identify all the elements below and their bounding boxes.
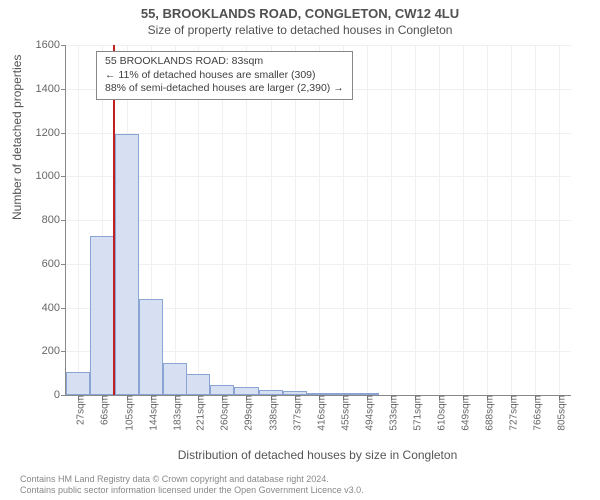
y-tick-label: 600 bbox=[42, 258, 66, 270]
x-tick-label: 338sqm bbox=[262, 395, 279, 431]
histogram-bar bbox=[115, 134, 139, 395]
x-tick-label: 455sqm bbox=[334, 395, 351, 431]
histogram-bar bbox=[66, 372, 90, 395]
x-tick-label: 766sqm bbox=[527, 395, 544, 431]
gridline-v bbox=[535, 45, 536, 395]
y-axis-label: Number of detached properties bbox=[10, 55, 24, 220]
x-axis-label: Distribution of detached houses by size … bbox=[65, 448, 570, 462]
x-tick-label: 727sqm bbox=[503, 395, 520, 431]
gridline-v bbox=[78, 45, 79, 395]
gridline-v bbox=[439, 45, 440, 395]
x-tick-label: 416sqm bbox=[310, 395, 327, 431]
histogram-bar bbox=[163, 363, 187, 395]
x-tick-label: 260sqm bbox=[214, 395, 231, 431]
histogram-bar bbox=[331, 393, 355, 395]
annotation-box: 55 BROOKLANDS ROAD: 83sqm ← 11% of detac… bbox=[96, 51, 353, 100]
x-tick-label: 299sqm bbox=[238, 395, 255, 431]
histogram-bar bbox=[259, 390, 283, 395]
gridline-v bbox=[463, 45, 464, 395]
x-tick-label: 805sqm bbox=[551, 395, 568, 431]
histogram-bar bbox=[355, 393, 379, 395]
annotation-line: ← 11% of detached houses are smaller (30… bbox=[105, 69, 344, 83]
histogram-bar bbox=[139, 299, 163, 395]
histogram-bar bbox=[90, 236, 114, 395]
footer-line: Contains HM Land Registry data © Crown c… bbox=[20, 474, 580, 485]
histogram-bar bbox=[234, 387, 258, 395]
chart-container: 55, BROOKLANDS ROAD, CONGLETON, CW12 4LU… bbox=[0, 0, 600, 500]
gridline-v bbox=[511, 45, 512, 395]
x-tick-label: 377sqm bbox=[286, 395, 303, 431]
y-tick-label: 1000 bbox=[36, 170, 66, 182]
gridline-v bbox=[487, 45, 488, 395]
y-tick-label: 400 bbox=[42, 302, 66, 314]
x-tick-label: 183sqm bbox=[166, 395, 183, 431]
x-tick-label: 571sqm bbox=[406, 395, 423, 431]
y-tick-label: 0 bbox=[54, 389, 66, 401]
gridline-v bbox=[415, 45, 416, 395]
chart-subtitle: Size of property relative to detached ho… bbox=[0, 21, 600, 37]
footer-text: Contains HM Land Registry data © Crown c… bbox=[20, 474, 580, 497]
histogram-bar bbox=[283, 391, 307, 395]
histogram-bar bbox=[307, 393, 331, 395]
x-tick-label: 533sqm bbox=[383, 395, 400, 431]
y-tick-label: 1400 bbox=[36, 83, 66, 95]
gridline-v bbox=[391, 45, 392, 395]
x-tick-label: 688sqm bbox=[478, 395, 495, 431]
x-tick-label: 610sqm bbox=[430, 395, 447, 431]
annotation-line: 55 BROOKLANDS ROAD: 83sqm bbox=[105, 55, 344, 69]
gridline-v bbox=[367, 45, 368, 395]
gridline-v bbox=[559, 45, 560, 395]
histogram-bar bbox=[210, 385, 234, 395]
x-tick-label: 27sqm bbox=[70, 395, 87, 425]
x-tick-label: 494sqm bbox=[359, 395, 376, 431]
y-tick-label: 1200 bbox=[36, 127, 66, 139]
footer-line: Contains public sector information licen… bbox=[20, 485, 580, 496]
x-tick-label: 144sqm bbox=[142, 395, 159, 431]
x-tick-label: 221sqm bbox=[190, 395, 207, 431]
chart-title: 55, BROOKLANDS ROAD, CONGLETON, CW12 4LU bbox=[0, 0, 600, 21]
y-tick-label: 800 bbox=[42, 214, 66, 226]
y-tick-label: 1600 bbox=[36, 39, 66, 51]
x-tick-label: 649sqm bbox=[454, 395, 471, 431]
histogram-bar bbox=[186, 374, 210, 395]
annotation-line: 88% of semi-detached houses are larger (… bbox=[105, 82, 344, 96]
x-tick-label: 105sqm bbox=[118, 395, 135, 431]
y-tick-label: 200 bbox=[42, 345, 66, 357]
x-tick-label: 66sqm bbox=[94, 395, 111, 425]
plot-area: 0200400600800100012001400160027sqm66sqm1… bbox=[65, 45, 571, 396]
